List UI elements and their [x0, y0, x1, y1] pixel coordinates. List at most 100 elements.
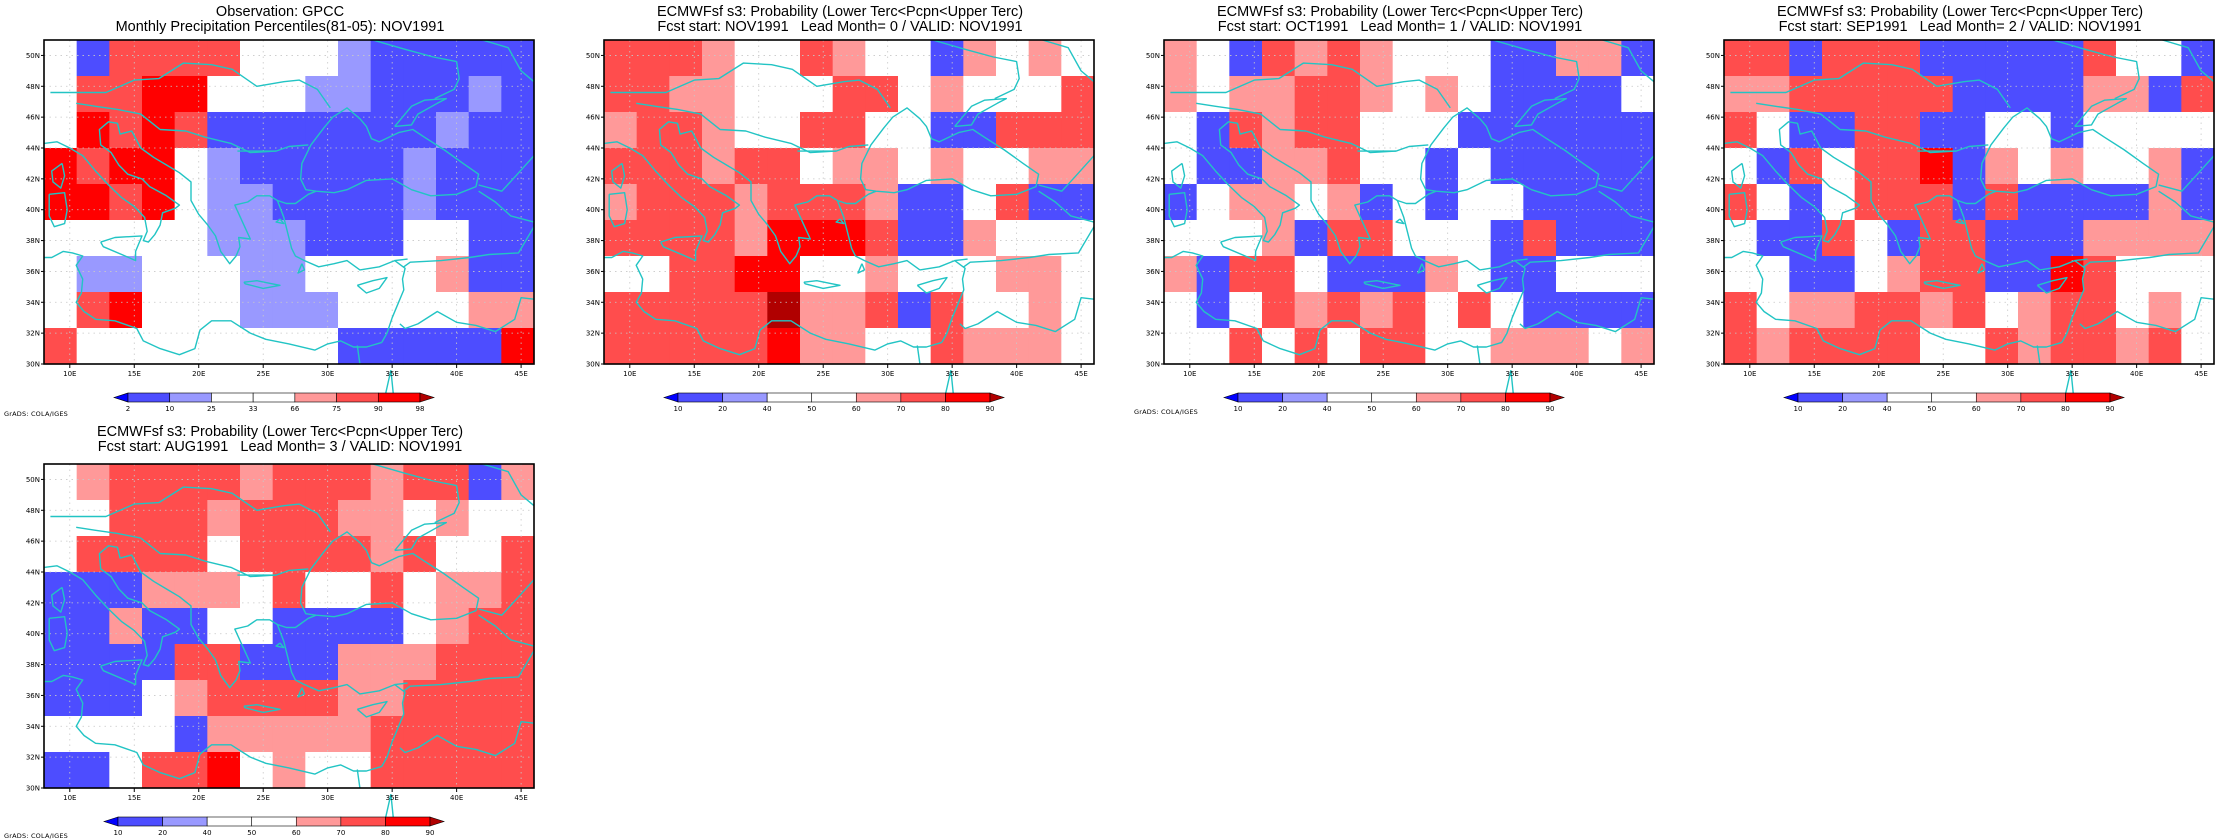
grid-cell [1724, 220, 1758, 257]
grid-cell [109, 752, 143, 789]
grid-cell [1262, 328, 1296, 365]
grid-cell [1854, 76, 1888, 113]
colorbar-label: 40 [1323, 405, 1332, 413]
lon-tick-label: 45E [514, 794, 527, 802]
colorbar-label: 70 [2016, 405, 2025, 413]
grid-cell [604, 256, 638, 293]
grid-cell [1196, 292, 1230, 329]
grid-cell [436, 76, 470, 113]
coastline [1723, 39, 2215, 396]
grid-cell [669, 40, 703, 77]
grid-cell [1556, 292, 1590, 329]
grid-cell [1756, 40, 1790, 77]
lon-tick-label: 40E [2130, 370, 2143, 378]
grid-cell [1061, 256, 1095, 293]
lat-tick-label: 46N [26, 114, 40, 122]
grid-cell [436, 644, 470, 681]
grid-cell [1262, 256, 1296, 293]
grid-cell [370, 644, 404, 681]
grid-cell [436, 184, 470, 221]
grid-cell [1854, 220, 1888, 257]
grid-cell [1425, 256, 1459, 293]
grid-cell [1164, 292, 1198, 329]
grid-cell [1294, 148, 1328, 185]
grid-cell [2116, 148, 2150, 185]
grid-cell [403, 220, 437, 257]
colorbar: 10 20 40 50 60 70 80 90 [663, 392, 1005, 413]
grid-cell [1523, 40, 1557, 77]
grid-cell [174, 256, 208, 293]
grid-cell [1490, 76, 1524, 113]
grid-cell [2116, 328, 2150, 365]
colorbar-segment [2109, 392, 2125, 403]
grid-cell [76, 112, 110, 149]
lat-tick-label: 40N [1146, 206, 1160, 214]
grid-cell [898, 220, 932, 257]
grid-cell [1262, 184, 1296, 221]
grid-cell [1822, 184, 1856, 221]
grid-cell [636, 292, 670, 329]
grid-cell [338, 292, 372, 329]
lat-tick-label: 48N [1146, 83, 1160, 91]
colorbar-label: 66 [290, 405, 299, 413]
map-panel-lead-1: ECMWFsf s3: Probability (Lower Terc<Pcpn… [1120, 0, 1680, 420]
grid-cell [1229, 292, 1263, 329]
colorbar-segment [429, 816, 445, 827]
grid-cell [2181, 328, 2215, 365]
lat-tick-label: 32N [26, 330, 40, 338]
grid-cell [702, 220, 736, 257]
grid-cell [1229, 256, 1263, 293]
grid-cell [734, 292, 768, 329]
grid-cell [436, 500, 470, 537]
grid-cell [370, 76, 404, 113]
grid-cell [1061, 112, 1095, 149]
colorbar-segment [811, 392, 857, 403]
grid-cell [1425, 184, 1459, 221]
grid-cell [1327, 148, 1361, 185]
colorbar-label: 70 [896, 405, 905, 413]
grid-cell [468, 536, 502, 573]
grid-cell [2148, 40, 2182, 77]
grid-cell [1392, 256, 1426, 293]
grid-cell [207, 76, 241, 113]
grid-cell [1229, 328, 1263, 365]
grid-cell [1920, 112, 1954, 149]
grid-cell [1822, 292, 1856, 329]
grid-cell [142, 40, 176, 77]
grid-cell [702, 184, 736, 221]
grid-cell [636, 40, 670, 77]
lat-tick-label: 36N [586, 268, 600, 276]
grid-cell [1523, 220, 1557, 257]
grid-cell [2083, 40, 2117, 77]
grid-cell [636, 112, 670, 149]
grid-cell [338, 40, 372, 77]
grid-cell [174, 220, 208, 257]
grid-cell [1028, 328, 1062, 365]
lat-tick-label: 48N [586, 83, 600, 91]
grid-cell [1327, 184, 1361, 221]
grid-cell [1294, 328, 1328, 365]
grid-cell [865, 256, 899, 293]
grid-cell [109, 148, 143, 185]
grid-cell [1392, 112, 1426, 149]
grid-cell [174, 716, 208, 753]
grid-cell [370, 256, 404, 293]
lon-tick-label: 25E [817, 370, 830, 378]
grid-cell [1425, 220, 1459, 257]
colorbar-segment [340, 816, 386, 827]
grid-cell [2083, 148, 2117, 185]
grid-cell [1556, 184, 1590, 221]
lat-tick-label: 48N [26, 507, 40, 515]
probability-map: 10E 15E 20E 25E 30E 35E 40E 45E 30N 32N 34N 36N 38N 4… [26, 463, 535, 820]
grid-cell [1556, 328, 1590, 365]
colorbar-segment [211, 392, 254, 403]
grid-cell [1262, 76, 1296, 113]
grid-cell [800, 328, 834, 365]
grid-cell [1028, 256, 1062, 293]
lat-tick-label: 36N [26, 692, 40, 700]
lat-tick-label: 42N [586, 175, 600, 183]
grid-cell [1262, 148, 1296, 185]
grid-cell [1756, 148, 1790, 185]
grid-cell [174, 76, 208, 113]
grid-cell [1588, 292, 1622, 329]
